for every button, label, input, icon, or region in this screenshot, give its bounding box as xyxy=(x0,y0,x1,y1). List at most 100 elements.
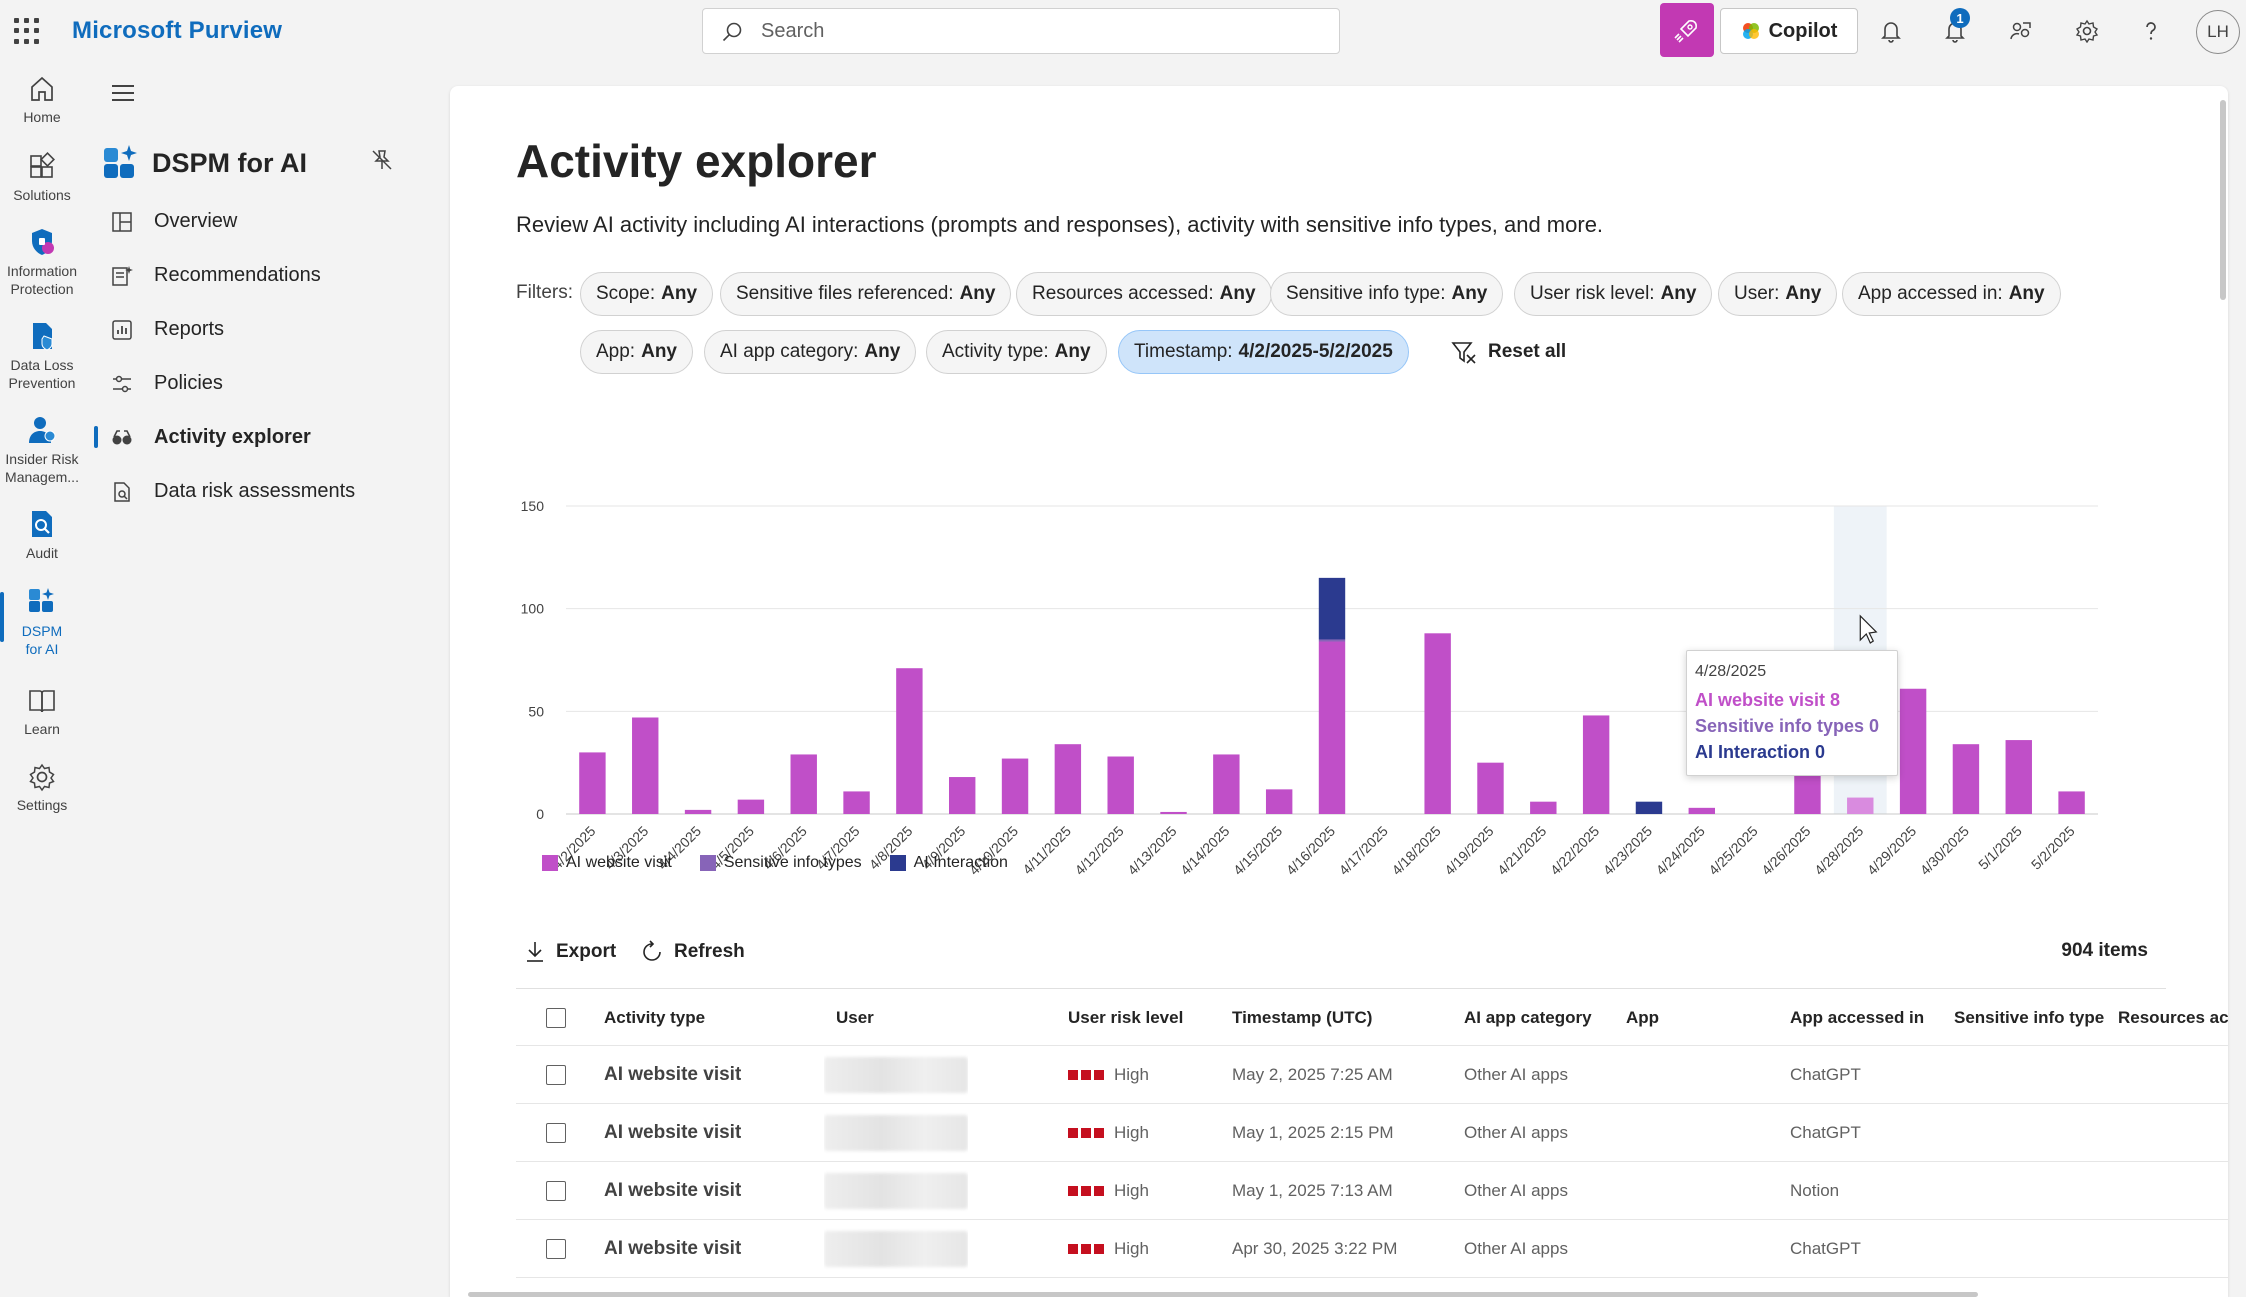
filter-user[interactable]: User: Any xyxy=(1718,272,1838,316)
legend-swatch xyxy=(889,855,906,871)
activity-table: Activity type User User risk level Times… xyxy=(516,990,2228,1278)
nav-item-policies[interactable]: Policies xyxy=(88,358,438,408)
row-checkbox[interactable] xyxy=(546,1238,566,1259)
nav-title: DSPM for AI xyxy=(152,148,307,178)
solutions-icon xyxy=(30,152,55,178)
row-checkbox[interactable] xyxy=(546,1180,566,1201)
y-tick-label: 50 xyxy=(528,703,544,719)
y-tick-label: 100 xyxy=(521,601,545,617)
row-checkbox[interactable] xyxy=(546,1064,566,1085)
search-box[interactable] xyxy=(702,8,1340,54)
x-tick-label: 4/16/2025 xyxy=(1283,823,1339,879)
row-select-cell xyxy=(546,1162,566,1219)
rocket-button[interactable] xyxy=(1660,3,1714,57)
filter-sensitive-info-type[interactable]: Sensitive info type: Any xyxy=(1270,272,1504,316)
filter-sensitive-files[interactable]: Sensitive files referenced: Any xyxy=(720,272,1012,316)
filter-activity-type[interactable]: Activity type: Any xyxy=(926,330,1107,374)
rail-item-solutions[interactable]: Solutions xyxy=(0,152,84,204)
filter-scope[interactable]: Scope: Any xyxy=(580,272,714,316)
table-row[interactable]: AI website visit High May 1, 2025 7:13 A… xyxy=(516,1162,2228,1220)
unpin-icon[interactable] xyxy=(370,148,394,172)
insider-risk-icon xyxy=(29,417,56,443)
home-icon xyxy=(31,76,53,101)
filter-name: Sensitive files referenced: xyxy=(736,283,954,304)
filter-user-risk-level[interactable]: User risk level: Any xyxy=(1514,272,1713,316)
filter-resources-accessed[interactable]: Resources accessed: Any xyxy=(1016,272,1272,316)
nav-item-recommendations[interactable]: Recommendations xyxy=(88,250,438,300)
legend-item-ai-website-visit[interactable]: AI website visit xyxy=(542,854,672,872)
table-row[interactable]: AI website visit High May 2, 2025 7:25 A… xyxy=(516,1046,2228,1104)
table-row[interactable]: AI website visit High May 1, 2025 2:15 P… xyxy=(516,1104,2228,1162)
col-timestamp[interactable]: Timestamp (UTC) xyxy=(1232,1007,1373,1027)
row-checkbox[interactable] xyxy=(546,1122,566,1143)
select-all-checkbox[interactable] xyxy=(546,1007,566,1028)
table-row[interactable]: AI website visit High Apr 30, 2025 3:22 … xyxy=(516,1220,2228,1278)
avatar[interactable]: LH xyxy=(2196,10,2240,54)
export-button[interactable]: Export xyxy=(524,930,616,974)
nav-item-activity-explorer[interactable]: Activity explorer xyxy=(88,412,438,462)
bar-segment xyxy=(949,777,976,814)
risk-bars-icon xyxy=(1068,1185,1104,1196)
filter-name: Sensitive info type: xyxy=(1286,283,1446,304)
rail-item-settings[interactable]: Settings xyxy=(0,762,84,814)
filter-timestamp[interactable]: Timestamp: 4/2/2025-5/2/2025 xyxy=(1118,330,1409,374)
tooltip-date: 4/28/2025 xyxy=(1695,663,1767,680)
bell-button[interactable] xyxy=(1874,14,1908,48)
col-sensitive-info-type[interactable]: Sensitive info type xyxy=(1954,1007,2105,1027)
reset-all-button[interactable]: Reset all xyxy=(1450,332,1566,372)
col-user[interactable]: User xyxy=(836,1007,874,1027)
cell-ai-app-category: Other AI apps xyxy=(1464,1180,1568,1200)
filter-app-accessed-in[interactable]: App accessed in: Any xyxy=(1842,272,2061,316)
bar-segment xyxy=(843,791,870,814)
legend-item-ai-interaction[interactable]: AI Interaction xyxy=(889,854,1008,872)
brand-title[interactable]: Microsoft Purview xyxy=(72,17,283,44)
x-tick-label: 4/22/2025 xyxy=(1547,823,1603,879)
nav-item-reports[interactable]: Reports xyxy=(88,304,438,354)
filter-app[interactable]: App: Any xyxy=(580,330,693,374)
app-launcher-icon[interactable] xyxy=(14,18,40,44)
nav-item-data-risk-assessments[interactable]: Data risk assessments xyxy=(88,466,438,516)
legend-label: AI website visit xyxy=(566,854,672,871)
col-app[interactable]: App xyxy=(1626,1007,1660,1027)
bar-segment xyxy=(632,717,659,814)
settings-button[interactable] xyxy=(2070,14,2104,48)
vertical-scrollbar[interactable] xyxy=(2220,100,2226,300)
community-button[interactable] xyxy=(2004,14,2038,48)
col-activity-type[interactable]: Activity type xyxy=(604,1007,706,1027)
filter-name: Scope: xyxy=(596,283,656,304)
bar-segment xyxy=(1424,633,1451,814)
collapse-nav-icon[interactable] xyxy=(108,80,138,110)
help-button[interactable] xyxy=(2134,14,2168,48)
x-tick-label: 4/29/2025 xyxy=(1864,823,1920,879)
rail-item-learn[interactable]: Learn xyxy=(0,686,84,738)
col-app-accessed-in[interactable]: App accessed in xyxy=(1790,1007,1925,1027)
bar-segment xyxy=(1318,639,1346,642)
cell-app-accessed-in: ChatGPT xyxy=(1790,1238,1861,1258)
recommendations-icon xyxy=(112,266,133,286)
cell-user xyxy=(824,1104,968,1161)
rail-item-audit[interactable]: Audit xyxy=(0,508,84,562)
risk-label: High xyxy=(1114,1180,1149,1200)
search-input[interactable] xyxy=(761,17,1321,45)
col-user-risk-level[interactable]: User risk level xyxy=(1068,1007,1184,1027)
rail-item-dspm-for-ai[interactable]: DSPM for AI xyxy=(0,586,84,658)
copilot-button[interactable]: Copilot xyxy=(1720,8,1858,54)
filter-value: Any xyxy=(1660,283,1697,304)
nav-item-overview[interactable]: Overview xyxy=(88,196,438,246)
bar-segment xyxy=(1688,807,1715,814)
filter-ai-app-category[interactable]: AI app category: Any xyxy=(704,330,917,374)
filter-name: App: xyxy=(596,341,636,362)
horizontal-scrollbar[interactable] xyxy=(468,1292,1978,1297)
rail-item-information-protection[interactable]: Information Protection xyxy=(0,226,84,298)
rail-label-insider-risk: Insider Risk Managem... xyxy=(5,451,79,485)
x-tick-label: 4/19/2025 xyxy=(1441,823,1497,879)
rail-item-home[interactable]: Home xyxy=(0,74,84,126)
refresh-button[interactable]: Refresh xyxy=(640,930,745,974)
mouse-cursor-icon xyxy=(1859,614,1878,644)
redacted-user xyxy=(824,1056,968,1093)
legend-item-sensitive-info-types[interactable]: Sensitive info types xyxy=(699,854,862,872)
rail-item-data-loss-prevention[interactable]: Data Loss Prevention xyxy=(0,320,84,392)
col-resources-accessed[interactable]: Resources acce xyxy=(2118,1007,2228,1027)
col-ai-app-category[interactable]: AI app category xyxy=(1464,1007,1592,1027)
rail-item-insider-risk[interactable]: Insider Risk Managem... xyxy=(0,414,84,486)
